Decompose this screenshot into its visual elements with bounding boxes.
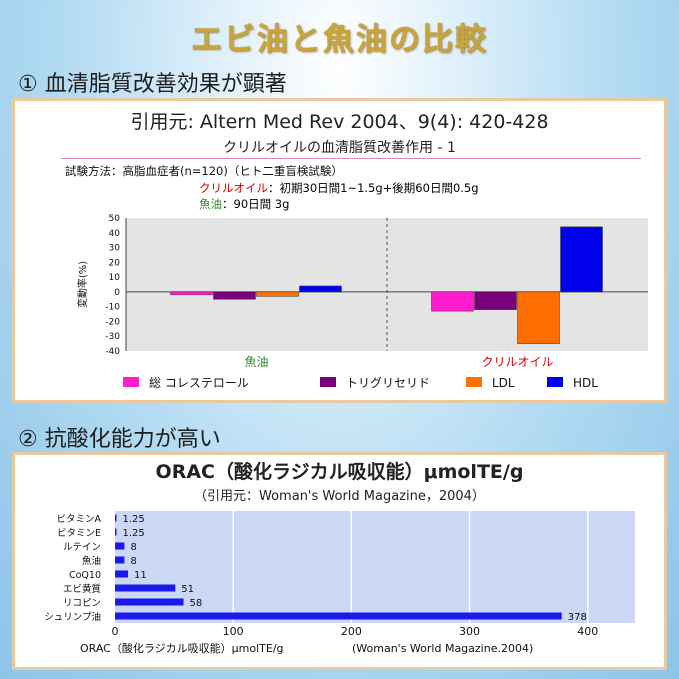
page-title: エビ油と魚油の比較 (191, 22, 488, 58)
orac-footer-right: (Woman's World Magazine.2004) (352, 642, 533, 655)
y-tick-label: 0 (114, 288, 120, 298)
value-label: 1.25 (122, 514, 144, 525)
category-label: エビ黄質 (63, 583, 101, 595)
bar-ビタミンA (115, 514, 117, 522)
lipid-reference: 引用元: Altern Med Rev 2004、9(4): 420-428 (130, 111, 549, 133)
fish-dose-label: 魚油 (199, 197, 222, 211)
x-tick-label: 0 (112, 625, 119, 638)
plot-area (115, 511, 635, 623)
y-tick-label: -40 (105, 347, 120, 357)
legend-label: トリグリセリド (346, 376, 430, 390)
y-tick-label: -30 (105, 332, 120, 342)
krill-dose-label: クリルオイル (199, 181, 268, 195)
fish-dose-line: 魚油：90日間 3g (199, 196, 289, 212)
bar-総 コレステロール-クリルオイル (431, 291, 474, 312)
x-tick-label: 300 (459, 625, 480, 638)
x-tick-label: 400 (577, 625, 598, 638)
category-label: シュリンプ油 (44, 611, 101, 623)
bar-シュリンプ油 (115, 612, 562, 620)
section1-heading: ① 血清脂質改善効果が顕著 (18, 72, 287, 97)
category-label: ビタミンA (57, 514, 102, 525)
y-tick-label: 30 (109, 244, 121, 254)
value-label: 51 (181, 584, 194, 595)
y-tick-label: -20 (105, 317, 120, 327)
bar-LDL-クリルオイル (517, 291, 560, 344)
category-label: CoQ10 (69, 570, 101, 581)
y-tick-label: 20 (109, 258, 121, 268)
category-label: ビタミンE (57, 528, 101, 539)
bar-エビ黄質 (115, 584, 176, 592)
bar-HDL-クリルオイル (560, 226, 603, 293)
bar-CoQ10 (115, 570, 128, 578)
test-method: 試験方法：高脂血症者(n=120)（ヒト二重盲検試験） (65, 164, 343, 178)
y-tick-label: 10 (109, 273, 121, 283)
category-label: 魚油 (244, 355, 268, 369)
bar-ビタミンE (115, 528, 117, 536)
legend-swatch (123, 377, 139, 387)
y-tick-label: 40 (109, 229, 121, 239)
category-label: ルテイン (63, 542, 101, 553)
orac-panel: ORAC（酸化ラジカル吸収能）μmolTE/g （引用元：Woman's Wor… (12, 452, 667, 670)
bar-LDL-魚油 (256, 291, 299, 297)
bar-総 コレステロール-魚油 (170, 291, 213, 296)
value-label: 58 (190, 598, 203, 609)
krill-dose-line: クリルオイル：初期30日間1~1.5g+後期60日間0.5g (199, 180, 479, 196)
value-label: 8 (130, 556, 136, 567)
legend-swatch (466, 377, 482, 387)
subtitle-divider (61, 158, 641, 159)
x-tick-label: 200 (341, 625, 362, 638)
y-tick-label: 50 (109, 214, 121, 224)
value-label: 8 (130, 542, 136, 553)
orac-footer-left: ORAC（酸化ラジカル吸収能）μmolTE/g (80, 641, 284, 655)
bar-ルテイン (115, 542, 125, 550)
lipid-subtitle: クリルオイルの血清脂質改善作用 - 1 (223, 140, 456, 156)
category-label: リコピン (63, 598, 101, 609)
legend-swatch (320, 377, 336, 387)
legend-swatch (547, 377, 563, 387)
lipid-panel: 引用元: Altern Med Rev 2004、9(4): 420-428 ク… (12, 98, 667, 403)
category-label: クリルオイル (481, 355, 553, 369)
bar-トリグリセリド-クリルオイル (474, 291, 517, 310)
category-label: 魚油 (82, 555, 101, 567)
orac-reference: （引用元：Woman's World Magazine，2004） (194, 489, 485, 504)
section2-heading: ② 抗酸化能力が高い (18, 427, 221, 452)
bar-HDL-魚油 (299, 285, 342, 293)
orac-title: ORAC（酸化ラジカル吸収能）μmolTE/g (155, 461, 524, 483)
legend-label: HDL (573, 376, 598, 390)
bar-リコピン (115, 598, 184, 606)
legend-label: LDL (492, 376, 515, 390)
orac-chart: 0 100 200 300 400 ビタミンA 1.25 ビタミンE 1.25 ルテイン 8 魚油 8 C… (44, 511, 635, 655)
value-label: 11 (134, 570, 147, 581)
bar-トリグリセリド-魚油 (213, 291, 256, 300)
krill-dose-text: ：初期30日間1~1.5g+後期60日間0.5g (268, 181, 479, 195)
x-tick-label: 100 (223, 625, 244, 638)
y-axis-label: 変動率(%) (76, 261, 89, 308)
value-label: 378 (568, 612, 587, 623)
legend-label: 総 コレステロール (149, 376, 249, 390)
fish-dose-text: ：90日間 3g (222, 197, 290, 211)
y-tick-label: -10 (105, 303, 120, 313)
value-label: 1.25 (122, 528, 144, 539)
bar-魚油 (115, 556, 125, 564)
